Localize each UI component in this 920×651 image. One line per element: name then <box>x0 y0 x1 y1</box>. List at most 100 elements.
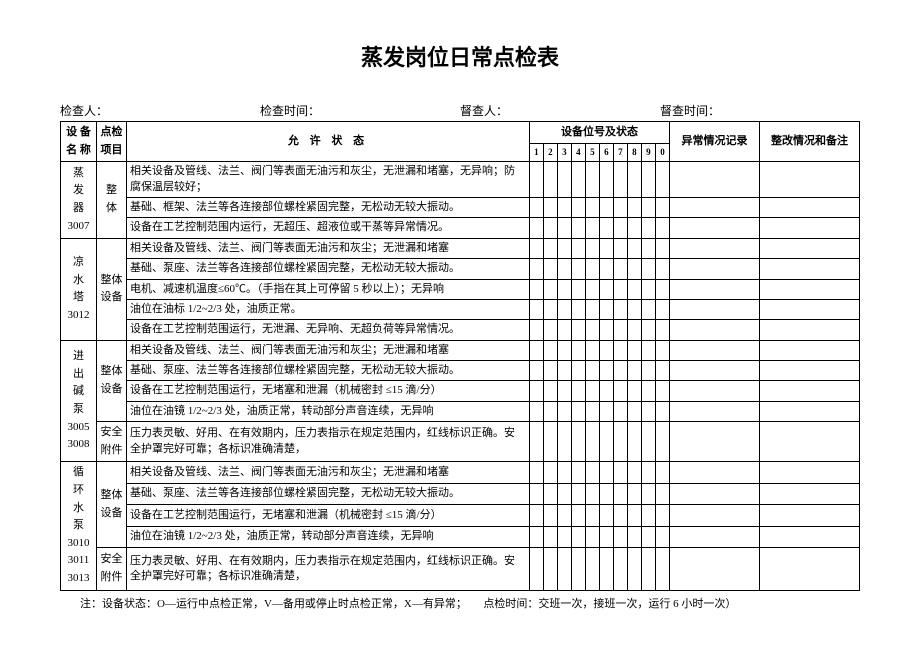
fix-cell <box>760 361 860 381</box>
inspector-label: 检查人： <box>60 102 260 119</box>
status-cell <box>641 361 655 381</box>
status-cell <box>627 238 641 258</box>
status-cell <box>599 548 613 590</box>
status-cell <box>627 401 641 421</box>
status-cell <box>543 462 557 483</box>
status-cell <box>627 162 641 198</box>
status-cell <box>599 483 613 504</box>
status-cell <box>641 197 655 217</box>
status-cell <box>543 505 557 526</box>
status-cell <box>571 483 585 504</box>
status-cell <box>557 299 571 319</box>
status-cell <box>655 505 669 526</box>
condition-cell: 基础、框架、法兰等各连接部位螺栓紧固完整，无松动无较大振动。 <box>127 197 530 217</box>
condition-cell: 相关设备及管线、法兰、阀门等表面无油污和灰尘；无泄漏和堵塞 <box>127 462 530 483</box>
table-row: 油位在油镜 1/2~2/3 处，油质正常，转动部分声音连续，无异响 <box>61 401 860 421</box>
status-cell <box>529 162 543 198</box>
status-cell <box>529 259 543 279</box>
status-cell <box>599 197 613 217</box>
review-time-label: 督查时间： <box>660 102 860 119</box>
table-row: 凉水塔3012整体设备相关设备及管线、法兰、阀门等表面无油污和灰尘；无泄漏和堵塞 <box>61 238 860 258</box>
abnormal-cell <box>670 462 760 483</box>
abnormal-cell <box>670 320 760 340</box>
status-cell <box>529 361 543 381</box>
status-cell <box>613 279 627 299</box>
status-cell <box>571 361 585 381</box>
status-cell <box>557 218 571 238</box>
col-equip-name: 设 备 名 称 <box>61 122 97 162</box>
fix-cell <box>760 340 860 360</box>
condition-cell: 电机、减速机温度≤60℃。（手指在其上可停留 5 秒以上）；无异响 <box>127 279 530 299</box>
status-cell <box>571 422 585 462</box>
table-row: 基础、泵座、法兰等各连接部位螺栓紧固完整，无松动无较大振动。 <box>61 259 860 279</box>
table-row: 油位在油镜 1/2~2/3 处，油质正常，转动部分声音连续，无异响 <box>61 526 860 547</box>
num-header: 6 <box>599 143 613 162</box>
status-cell <box>585 320 599 340</box>
inspect-time-label: 检查时间： <box>260 102 460 119</box>
status-cell <box>557 526 571 547</box>
status-cell <box>627 361 641 381</box>
page-title: 蒸发岗位日常点检表 <box>60 40 860 72</box>
fix-cell <box>760 548 860 590</box>
status-cell <box>599 462 613 483</box>
condition-cell: 基础、泵座、法兰等各连接部位螺栓紧固完整，无松动无较大振动。 <box>127 361 530 381</box>
status-cell <box>627 505 641 526</box>
condition-cell: 相关设备及管线、法兰、阀门等表面无油污和灰尘；无泄漏和堵塞 <box>127 238 530 258</box>
fix-cell <box>760 422 860 462</box>
status-cell <box>655 526 669 547</box>
status-cell <box>613 548 627 590</box>
status-cell <box>529 401 543 421</box>
status-cell <box>543 422 557 462</box>
status-cell <box>641 320 655 340</box>
equip-cell: 进出碱泵30053008 <box>61 340 97 462</box>
abnormal-cell <box>670 381 760 401</box>
status-cell <box>557 259 571 279</box>
status-cell <box>571 238 585 258</box>
table-row: 基础、泵座、法兰等各连接部位螺栓紧固完整，无松动无较大振动。 <box>61 483 860 504</box>
table-row: 蒸发器3007整体相关设备及管线、法兰、阀门等表面无油污和灰尘，无泄漏和堵塞，无… <box>61 162 860 198</box>
status-cell <box>585 381 599 401</box>
col-allow-state: 允 许 状 态 <box>127 122 530 162</box>
status-cell <box>599 238 613 258</box>
table-row: 油位在油标 1/2~2/3 处，油质正常。 <box>61 299 860 319</box>
fix-cell <box>760 401 860 421</box>
condition-cell: 相关设备及管线、法兰、阀门等表面无油污和灰尘；无泄漏和堵塞 <box>127 340 530 360</box>
status-cell <box>557 279 571 299</box>
status-cell <box>613 218 627 238</box>
abnormal-cell <box>670 197 760 217</box>
table-row: 设备在工艺控制范围运行，无堵塞和泄漏（机械密封 ≤15 滴/分） <box>61 505 860 526</box>
status-cell <box>585 462 599 483</box>
status-cell <box>655 320 669 340</box>
status-cell <box>655 238 669 258</box>
footnote: 注：设备状态：O—运行中点检正常，V—备用或停止时点检正常，X—有异常； 点检时… <box>60 591 860 611</box>
status-cell <box>599 526 613 547</box>
status-cell <box>641 548 655 590</box>
condition-cell: 基础、泵座、法兰等各连接部位螺栓紧固完整，无松动无较大振动。 <box>127 259 530 279</box>
num-header: 1 <box>529 143 543 162</box>
status-cell <box>529 279 543 299</box>
fix-cell <box>760 483 860 504</box>
status-cell <box>557 401 571 421</box>
status-cell <box>543 361 557 381</box>
fix-cell <box>760 279 860 299</box>
item-cell: 整体设备 <box>97 238 127 340</box>
status-cell <box>543 381 557 401</box>
status-cell <box>571 299 585 319</box>
status-cell <box>613 361 627 381</box>
status-cell <box>571 259 585 279</box>
col-check-item: 点检 项目 <box>97 122 127 162</box>
fix-cell <box>760 218 860 238</box>
table-body: 蒸发器3007整体相关设备及管线、法兰、阀门等表面无油污和灰尘，无泄漏和堵塞，无… <box>61 162 860 590</box>
status-cell <box>641 462 655 483</box>
status-cell <box>655 401 669 421</box>
fix-cell <box>760 238 860 258</box>
status-cell <box>557 238 571 258</box>
status-cell <box>599 320 613 340</box>
status-cell <box>641 218 655 238</box>
item-cell: 整体设备 <box>97 462 127 548</box>
item-cell: 安全附件 <box>97 422 127 462</box>
status-cell <box>529 526 543 547</box>
table-row: 基础、泵座、法兰等各连接部位螺栓紧固完整，无松动无较大振动。 <box>61 361 860 381</box>
status-cell <box>585 162 599 198</box>
status-cell <box>599 381 613 401</box>
